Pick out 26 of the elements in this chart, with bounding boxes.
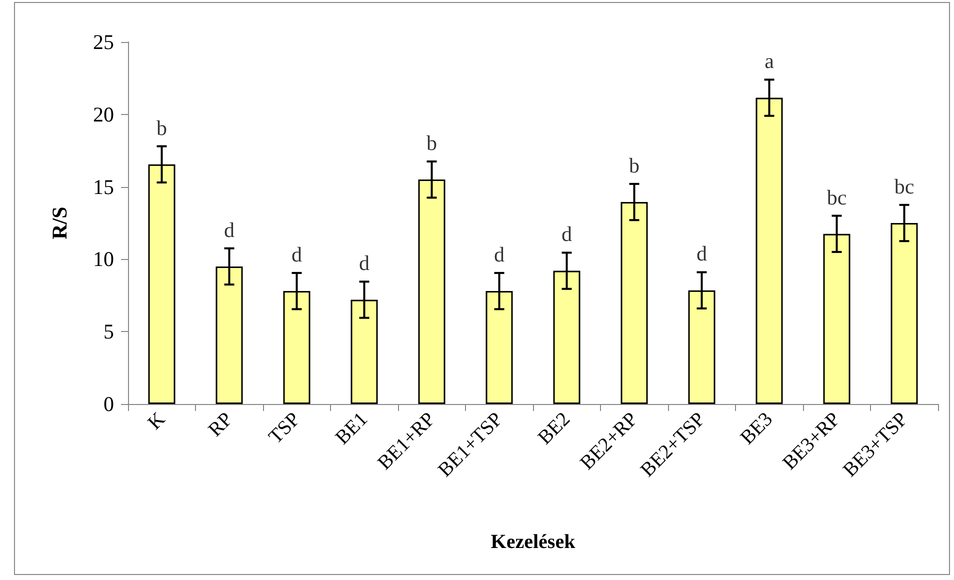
data-label: d [562, 222, 572, 246]
x-axis-title: Kezelések [490, 531, 576, 553]
data-label: d [292, 242, 302, 266]
data-label: d [224, 218, 235, 242]
data-label: b [629, 153, 640, 178]
y-tick-label: 20 [93, 102, 114, 126]
data-label: bc [826, 185, 847, 210]
data-label: d [494, 242, 505, 266]
data-label: bc [894, 174, 914, 198]
y-tick-label: 10 [93, 247, 114, 272]
x-tick-label: RP [204, 408, 238, 442]
y-tick-label: 0 [104, 392, 114, 416]
y-tick-label: 15 [93, 174, 114, 199]
x-tick-label: BE1 [331, 408, 372, 449]
x-tick-label: BE2 [534, 408, 575, 449]
data-label: d [696, 242, 708, 266]
data-label: d [359, 251, 370, 276]
y-tick-label: 5 [104, 320, 114, 344]
y-axis-title: R/S [48, 206, 72, 240]
x-tick-label: TSP [264, 408, 305, 448]
y-tick-label: 25 [93, 30, 114, 54]
data-label: b [156, 116, 167, 140]
data-label: a [764, 49, 775, 74]
data-label: b [426, 130, 437, 155]
x-tick-label: BE3 [736, 408, 778, 449]
x-tick-label: K [144, 408, 170, 434]
